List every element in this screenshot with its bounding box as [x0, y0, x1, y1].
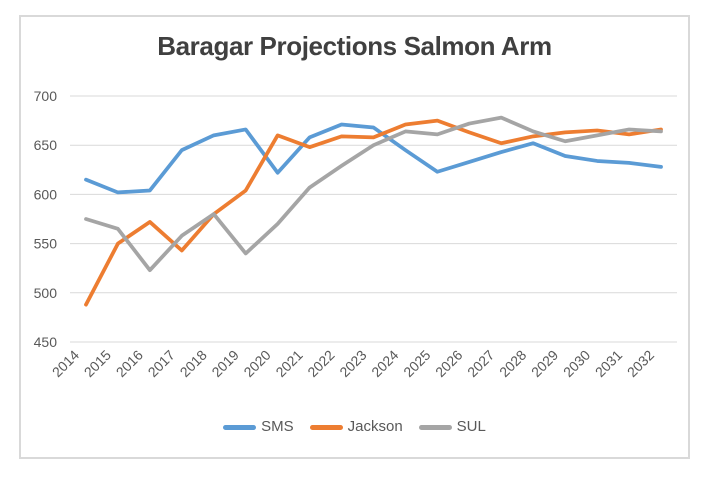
x-axis-tick-label: 2024: [368, 347, 401, 380]
y-axis-tick-label: 500: [34, 285, 58, 301]
legend-swatch-sul: [418, 424, 452, 430]
x-axis-tick-label: 2025: [400, 347, 433, 380]
x-axis-tick-label: 2020: [240, 347, 273, 380]
y-axis-tick-label: 450: [34, 334, 58, 350]
series-line-sul[interactable]: [84, 115, 663, 273]
x-axis-tick-label: 2018: [177, 347, 210, 380]
legend-label: SMS: [261, 418, 294, 435]
y-axis-tick-label: 650: [34, 137, 58, 153]
x-axis-tick-label: 2022: [304, 347, 337, 380]
x-axis-tick-label: 2032: [624, 347, 657, 380]
x-axis-tick-label: 2014: [49, 347, 82, 380]
x-axis-tick-label: 2029: [528, 347, 561, 380]
series-line-sms[interactable]: [84, 122, 663, 195]
legend-swatch-sms: [223, 424, 257, 430]
x-axis-tick-label: 2021: [272, 347, 305, 380]
x-axis-tick-label: 2031: [592, 347, 625, 380]
x-axis-tick-label: 2017: [145, 347, 178, 380]
x-axis-tick-label: 2027: [464, 347, 497, 380]
x-axis-tick-label: 2028: [496, 347, 529, 380]
x-axis-tick-label: 2015: [81, 347, 114, 380]
legend-item-jackson[interactable]: Jackson: [309, 418, 403, 435]
y-axis-tick-label: 700: [34, 88, 58, 104]
x-axis-tick-label: 2016: [113, 347, 146, 380]
legend: SMS Jackson SUL: [21, 419, 688, 435]
series-line-jackson[interactable]: [84, 118, 663, 307]
legend-item-sms[interactable]: SMS: [223, 419, 294, 435]
x-axis-tick-label: 2030: [560, 347, 593, 380]
chart-title: Baragar Projections Salmon Arm: [157, 31, 552, 61]
y-axis-tick-label: 600: [34, 186, 58, 202]
plot-area: 4505005506006507002014201520162017201820…: [34, 88, 677, 380]
legend-label: SUL: [456, 418, 486, 435]
y-axis-tick-label: 550: [34, 236, 58, 252]
legend-item-sul[interactable]: SUL: [418, 418, 486, 435]
legend-swatch-jackson: [309, 424, 343, 430]
legend-label: Jackson: [347, 418, 403, 435]
x-axis-tick-label: 2019: [208, 347, 241, 380]
x-axis-tick-label: 2026: [432, 347, 465, 380]
x-axis-tick-label: 2023: [336, 347, 369, 380]
chart-frame[interactable]: Baragar Projections Salmon Arm 450 500 550…: [19, 15, 690, 459]
